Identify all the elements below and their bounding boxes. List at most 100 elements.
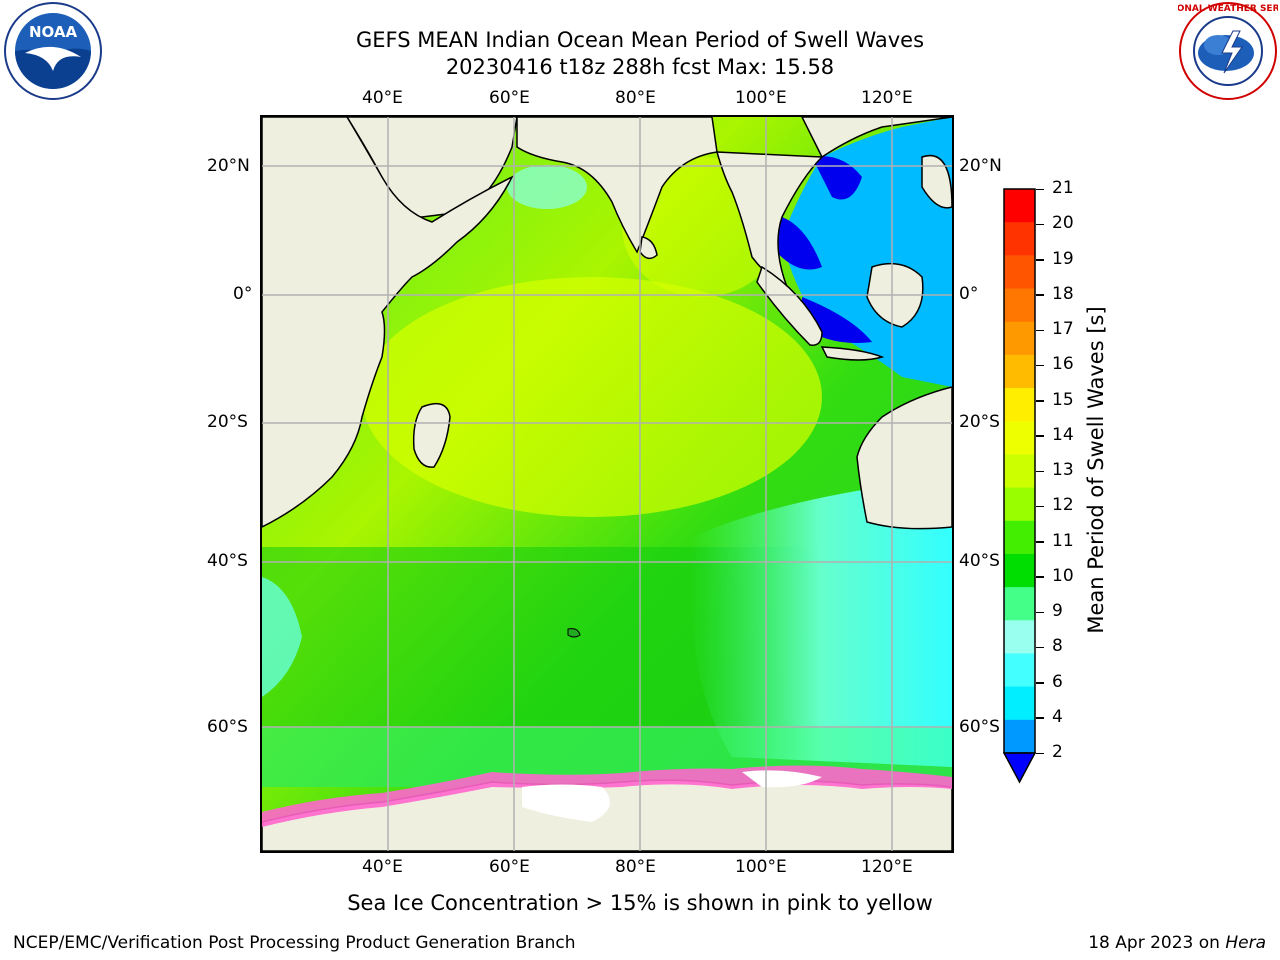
colorbar-cell [1004,620,1035,654]
colorbar-tick-mark [1036,611,1044,613]
noaa-logo-text: NOAA [29,23,78,41]
land-java [820,346,885,361]
colorbar-tick-mark [1036,435,1044,437]
colorbar-cell [1004,520,1035,555]
colorbar-outline [1003,188,1036,754]
colorbar-tick-label: 14 [1052,424,1074,445]
colorbar-tick-mark [1036,188,1044,190]
land-india [516,117,718,254]
lon-tick-top-60e: 60°E [489,88,530,108]
colorbar-tick-label: 12 [1052,495,1074,516]
colorbar-tick-mark [1036,400,1044,402]
colorbar-tick-label: 17 [1052,319,1074,339]
arabian-sea-zone [507,165,587,209]
colorbar-tick-label: 4 [1052,706,1063,727]
lon-tick-top-80e: 80°E [615,88,656,108]
footer-date-text: 18 Apr 2023 on [1088,933,1226,953]
colorbar-tick-label: 6 [1052,671,1063,692]
colorbar-cell [1004,719,1035,754]
colorbar-tick-mark [1036,329,1044,331]
colorbar-cell [1004,454,1035,489]
land-madagascar [412,402,451,468]
colorbar-cell [1004,354,1035,389]
colorbar-cell [1004,189,1035,223]
lat-tick-right-20n: 20°N [959,156,1002,176]
land-africa [262,117,514,528]
colorbar-tick-mark [1036,505,1044,508]
colorbar-cell [1004,388,1035,422]
colorbar-tick-mark [1036,541,1044,543]
colorbar-tick-label: 2 [1052,742,1063,762]
colorbar-tick-mark [1036,646,1044,649]
lon-tick-top-120e: 120°E [861,88,913,108]
lat-tick-left-20s: 20°S [207,412,248,432]
lon-tick-bottom-40e: 40°E [362,857,403,877]
colorbar-tick-label: 9 [1052,601,1063,621]
land-sri-lanka [639,236,658,260]
colorbar-tick-label: 15 [1052,389,1074,410]
colorbar-tick-label: 11 [1052,530,1074,551]
colorbar-tick-mark [1036,294,1044,296]
colorbar-tick-mark [1036,752,1044,754]
map-svg [262,117,952,851]
graticule [262,117,952,851]
sea-ice-note: Sea Ice Concentration > 15% is shown in … [347,891,933,915]
colorbar-tick-label: 18 [1052,283,1074,304]
colorbar-tick-mark [1036,364,1044,367]
colorbar-tick-mark [1036,576,1044,578]
colorbar-tick-label: 19 [1052,248,1074,269]
nws-logo: NATIONAL WEATHER SERVICE [1178,2,1278,100]
colorbar-cell [1004,587,1035,621]
lat-tick-right-60s: 60°S [959,717,1000,737]
map-frame [260,115,954,853]
colorbar-tick-mark [1036,682,1044,684]
colorbar-cell [1004,255,1035,290]
colorbar-cell [1004,653,1035,688]
lat-tick-left-20n: 20°N [207,156,250,176]
lat-tick-left-40s: 40°S [207,551,248,571]
shallow-seas-blue [772,156,872,343]
lon-tick-bottom-100e: 100°E [735,857,787,877]
colorbar-cell [1004,686,1035,721]
colorbar-cell [1004,288,1035,323]
colorbar-tick-mark [1036,259,1044,261]
colorbar-tick-mark [1036,470,1044,472]
nws-logo-text: NATIONAL WEATHER SERVICE [1178,4,1278,14]
colorbar [1003,188,1037,784]
colorbar-label: Mean Period of Swell Waves [s] [1084,306,1108,634]
colorbar-tick-mark [1036,223,1044,226]
colorbar-cell [1004,487,1035,522]
swell-13s-zone [362,277,822,517]
colorbar-underflow-triangle [1003,752,1037,784]
lon-tick-bottom-120e: 120°E [861,857,913,877]
footer-branch: NCEP/EMC/Verification Post Processing Pr… [13,933,576,953]
colorbar-tick-label: 20 [1052,213,1074,234]
colorbar-cell [1004,222,1035,256]
west-cyan-zone [262,577,302,697]
footer-machine: Hera [1225,933,1266,953]
colorbar-tick-label: 10 [1052,565,1074,586]
lat-tick-right-40s: 40°S [959,551,1000,571]
noaa-logo: NOAA [4,2,102,100]
colorbar-cell [1004,421,1035,455]
land-kerguelen [567,628,581,638]
colorbar-tick-label: 13 [1052,460,1074,480]
colorbar-cell [1004,553,1035,588]
lat-tick-left-60s: 60°S [207,717,248,737]
map-title-line2: 20230416 t18z 288h fcst Max: 15.58 [445,55,835,79]
colorbar-tick-mark [1036,717,1044,719]
lat-tick-right-20s: 20°S [959,412,1000,432]
footer-date: 18 Apr 2023 on Hera [1088,933,1266,953]
swell-6s-zone [690,477,952,767]
colorbar-tick-label: 21 [1052,178,1074,198]
colorbar-tick-label: 16 [1052,354,1074,375]
colorbar-cell [1004,321,1035,356]
lat-tick-left-0: 0° [233,284,253,304]
lat-tick-right-0: 0° [959,284,979,304]
colorbar-tick-label: 8 [1052,636,1063,657]
land-china [801,117,952,159]
map-title-line1: GEFS MEAN Indian Ocean Mean Period of Sw… [355,28,925,52]
lon-tick-top-40e: 40°E [362,88,403,108]
land-philippines [921,154,952,209]
lon-tick-top-100e: 100°E [735,88,787,108]
